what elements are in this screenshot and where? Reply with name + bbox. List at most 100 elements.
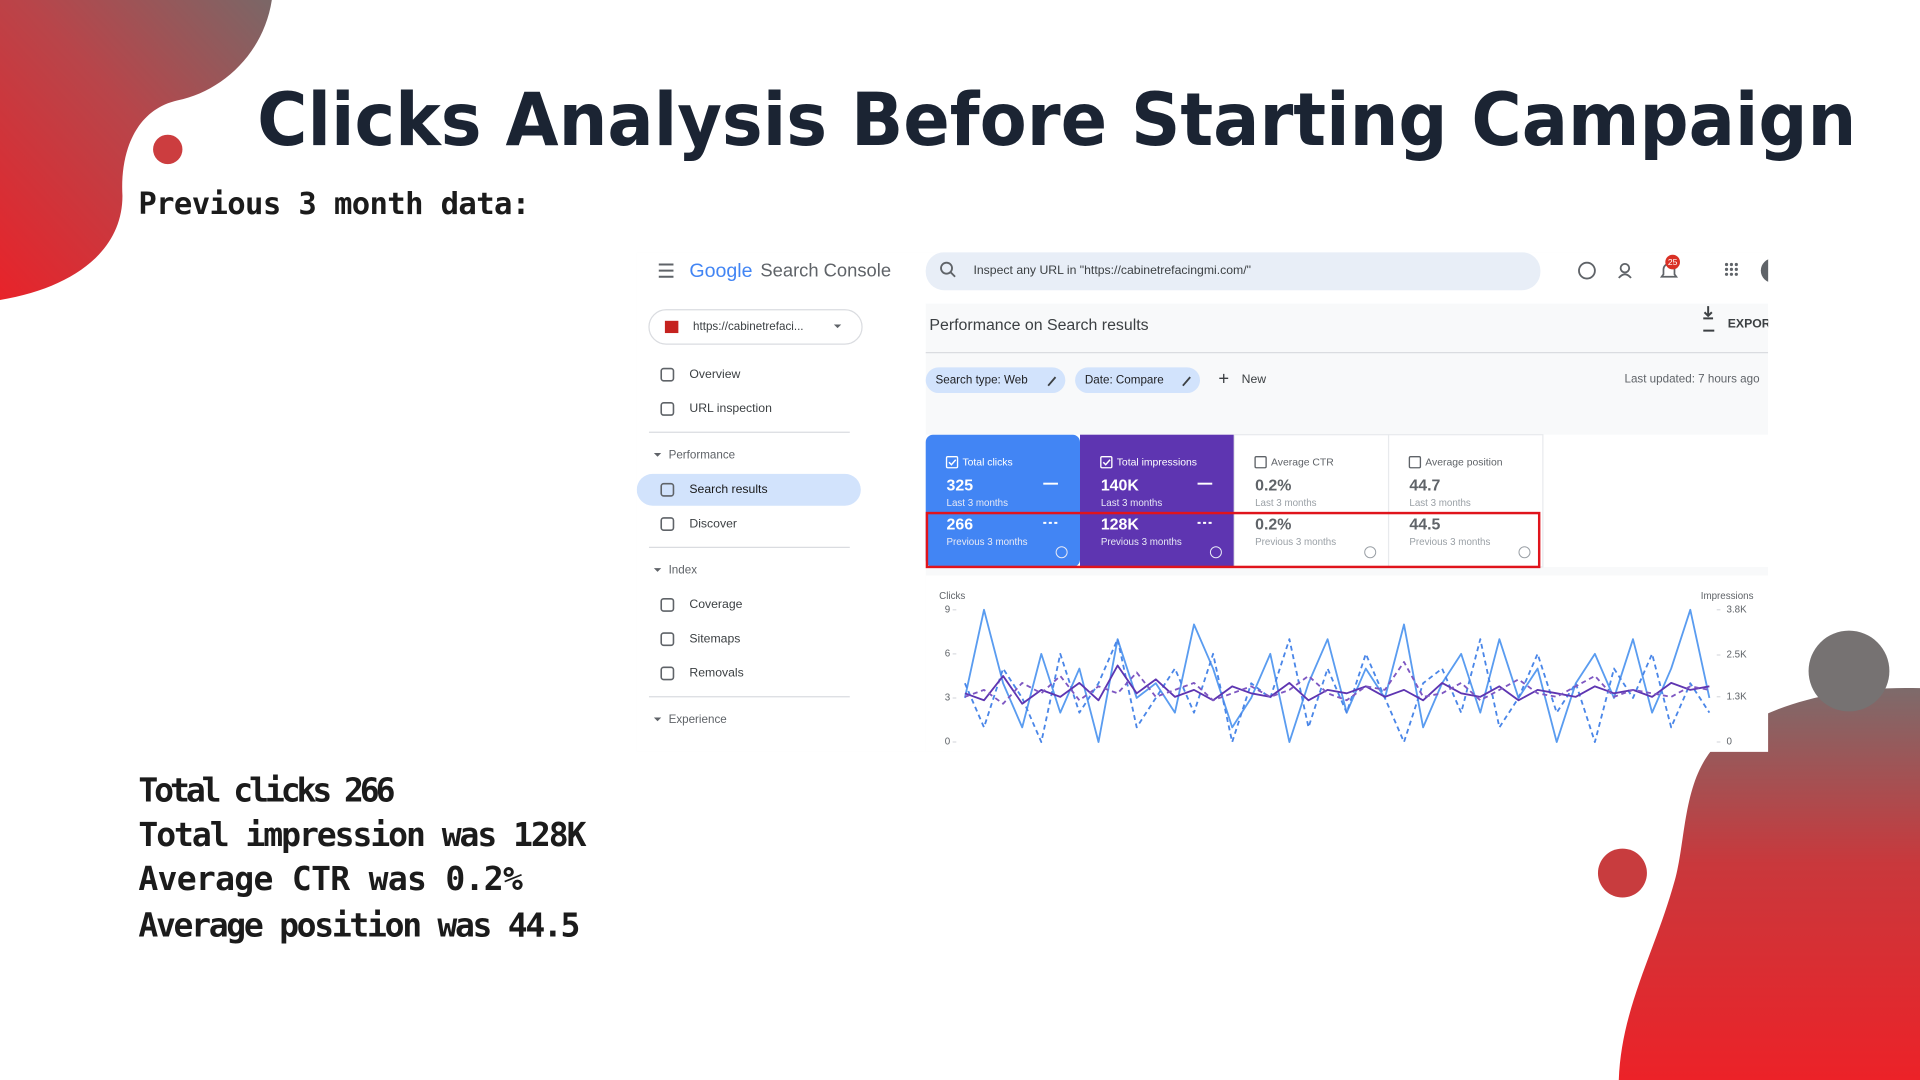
users-icon[interactable]	[1619, 262, 1631, 274]
help-icon	[1518, 546, 1531, 559]
axis-title: Clicks	[939, 591, 965, 602]
property-selector[interactable]	[648, 309, 863, 345]
caret	[653, 717, 662, 722]
nav-icon	[660, 517, 675, 531]
decor-dot	[153, 134, 183, 165]
checkbox	[1100, 456, 1113, 469]
series-line	[964, 661, 1710, 705]
axis-title: Impressions	[1701, 591, 1754, 602]
metric-label: Average position	[1425, 458, 1502, 469]
badge	[1665, 254, 1680, 270]
y2-tick-label: 1.3K	[1727, 691, 1748, 702]
chart: Clicks Impressions 0 3 6 9 0 1.3K 2.5K 3.8K	[939, 591, 1753, 748]
nav-item[interactable]: Removals	[689, 666, 743, 680]
help-icon[interactable]	[1578, 261, 1596, 280]
summary-line: Average CTR was 0.2%	[138, 859, 523, 898]
console-screenshot: Google Search Console Inspect any URL in…	[636, 252, 1785, 752]
metric-current: 140K	[1101, 477, 1140, 494]
metric-current: 44.7	[1409, 477, 1440, 494]
slide-subtitle: Previous 3 month data:	[138, 187, 530, 222]
metric-card[interactable]	[925, 434, 1080, 567]
metric-current: 325	[947, 477, 974, 494]
page-title: Performance on Search results	[929, 317, 1148, 334]
metric-previous: 266	[947, 517, 974, 534]
property-icon	[664, 320, 679, 334]
y2-tick-label: 3.8K	[1727, 604, 1748, 615]
series-line	[964, 608, 1711, 743]
new-icon: +	[1218, 367, 1229, 388]
caret	[653, 568, 662, 572]
brand: Google	[689, 260, 752, 282]
nav-item[interactable]: Discover	[689, 516, 737, 530]
export-button[interactable]: EXPOR	[1728, 317, 1771, 331]
filter-label: Date: Compare	[1085, 373, 1164, 386]
last-updated: Last updated: 7 hours ago	[1624, 373, 1759, 386]
chart-panel	[925, 575, 1769, 752]
nav-icon	[660, 402, 675, 416]
metric-period: Last 3 months	[1255, 498, 1317, 509]
edit-icon	[1182, 376, 1191, 387]
checkbox	[1254, 456, 1267, 469]
search-icon	[949, 271, 956, 278]
new-filter[interactable]: New	[1242, 372, 1267, 386]
metric-period: Last 3 months	[1409, 498, 1471, 509]
nav-item[interactable]: Coverage	[689, 597, 742, 611]
avatar[interactable]	[1760, 258, 1785, 282]
nav-section: Experience	[669, 713, 727, 726]
summary-line: Average position was 44.5	[138, 905, 580, 944]
metric-previous: 128K	[1101, 517, 1140, 534]
decor-blob	[0, 0, 272, 300]
nav-item[interactable]: Overview	[689, 367, 740, 381]
summary-line: Total impression was 128K	[138, 815, 586, 854]
metric-label: Total impressions	[1117, 458, 1197, 469]
product-name: Search Console	[760, 260, 891, 281]
nav-item[interactable]: Search results	[689, 482, 767, 496]
metric-period: Previous 3 months	[1409, 537, 1490, 548]
filter-chip[interactable]	[925, 367, 1066, 394]
y-tick-label: 9	[945, 604, 950, 615]
help-icon	[1209, 546, 1222, 559]
y2-tick-label: 2.5K	[1727, 650, 1748, 661]
slide-title: Clicks Analysis Before Starting Campaign	[257, 78, 1856, 163]
edit-icon	[1047, 376, 1057, 387]
metric-current: 0.2%	[1255, 477, 1291, 494]
nav-active	[636, 473, 861, 506]
nav-icon	[660, 666, 675, 681]
nav-item[interactable]: URL inspection	[689, 401, 772, 415]
series-line	[964, 664, 1710, 705]
highlight-box	[925, 511, 1541, 569]
metric-previous: 44.5	[1409, 517, 1440, 534]
help-icon	[1364, 546, 1377, 559]
apps-icon[interactable]	[1724, 262, 1738, 276]
nav-icon	[660, 367, 675, 382]
filters: Search type: Web Date: Compare	[925, 367, 1200, 394]
nav-item[interactable]: Sitemaps	[689, 631, 740, 645]
metric-period: Previous 3 months	[1101, 537, 1182, 548]
metric-label: Total clicks	[962, 458, 1012, 469]
help-icon	[1055, 546, 1068, 559]
checkbox	[1408, 456, 1422, 469]
metric-period: Previous 3 months	[947, 537, 1028, 548]
metric-period: Last 3 months	[1101, 498, 1163, 509]
search-box[interactable]	[925, 252, 1541, 291]
metric-previous: 0.2%	[1255, 517, 1291, 534]
export-icon	[1703, 306, 1715, 332]
nav-section: Performance	[669, 449, 736, 462]
checkbox	[945, 456, 959, 469]
users-icon	[1618, 273, 1632, 279]
dropdown-arrow	[833, 324, 842, 329]
y-tick-label: 0	[945, 737, 951, 748]
search-placeholder: Inspect any URL in "https://cabinetrefac…	[973, 263, 1251, 277]
metric-label: Average CTR	[1271, 458, 1334, 469]
menu-icon	[658, 263, 674, 278]
filter-chip[interactable]	[1075, 367, 1200, 394]
nav-icon	[660, 597, 675, 612]
decor-dot	[1597, 848, 1647, 898]
decor-blob	[1618, 687, 1920, 1080]
nav: Overview URL inspection Performance Search …	[636, 367, 861, 726]
series-line	[964, 638, 1711, 743]
metrics: Total clicks 325 Last 3 months 266 Previous …	[925, 434, 1544, 568]
y2-tick-label: 0	[1727, 737, 1733, 748]
